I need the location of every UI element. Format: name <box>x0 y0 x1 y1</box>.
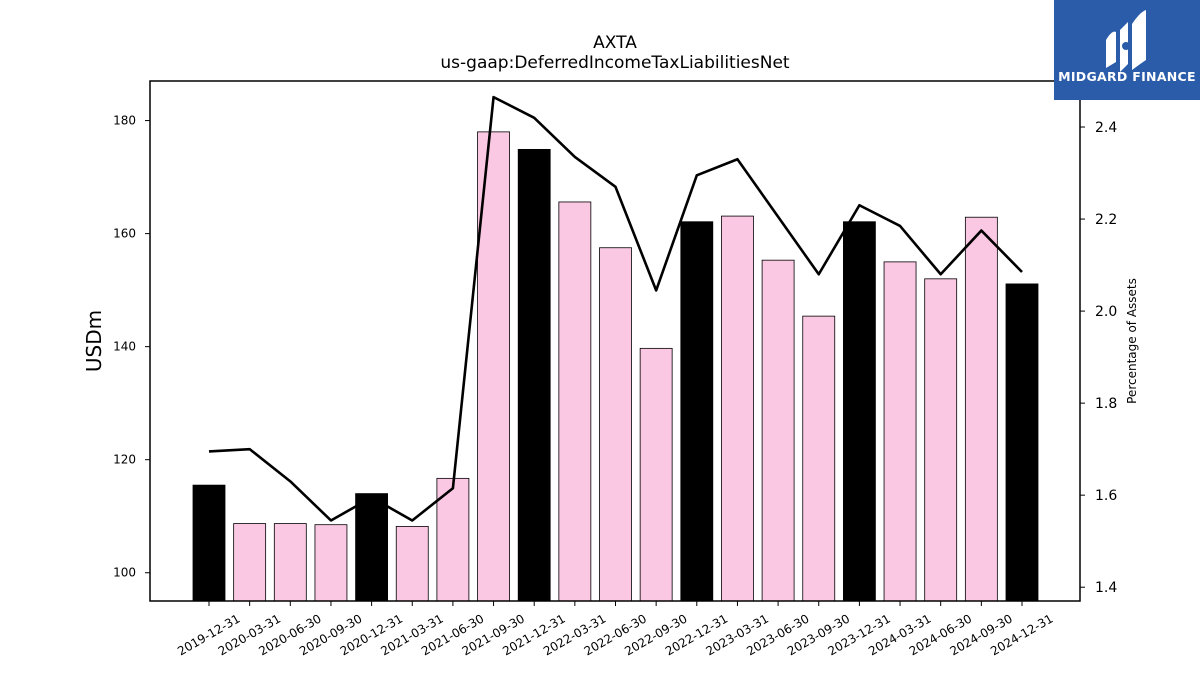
y-right-tick-label: 1.6 <box>1095 488 1117 504</box>
bar-2021-06-30 <box>436 477 470 602</box>
y-left-tick-label: 180 <box>113 114 136 128</box>
percentage-of-assets-line <box>208 95 1023 522</box>
bar-2022-03-31 <box>558 201 592 602</box>
y-right-tick-label: 2.0 <box>1095 304 1117 320</box>
y-right-tick-label: 1.4 <box>1095 580 1117 596</box>
bar-2024-12-31 <box>1005 283 1039 602</box>
x-axis: 2019-12-312020-03-312020-06-302020-09-30… <box>175 601 1056 658</box>
y-axis-left-label: USDm <box>82 310 106 372</box>
y-axis-right-label: Percentage of Assets <box>1125 278 1139 404</box>
brand-logo: MIDGARD FINANCE <box>1054 0 1200 100</box>
bar-2023-03-31 <box>721 215 754 602</box>
bar-series <box>192 131 1039 602</box>
chart-title: AXTA <box>593 33 637 53</box>
logo-text: MIDGARD FINANCE <box>1058 69 1196 84</box>
bar-2020-03-31 <box>233 523 267 602</box>
y-left-tick-label: 100 <box>113 566 136 580</box>
y-axis-right: 1.4 1.6 1.8 2.0 2.2 2.4 <box>1080 120 1117 596</box>
bar-2021-12-31 <box>517 148 551 602</box>
bar-2020-12-31 <box>355 493 389 602</box>
bar-2024-06-30 <box>924 278 958 602</box>
chart-subtitle: us-gaap:DeferredIncomeTaxLiabilitiesNet <box>440 53 790 73</box>
line-series <box>208 95 1023 522</box>
bar-2020-09-30 <box>314 524 348 602</box>
bar-2020-06-30 <box>273 523 307 602</box>
bar-2023-12-31 <box>843 221 876 602</box>
bar-2024-09-30 <box>964 216 998 602</box>
bar-2024-03-31 <box>883 261 917 602</box>
bar-2021-03-31 <box>395 525 429 602</box>
logo-mark-icon <box>1106 10 1146 72</box>
y-left-tick-label: 120 <box>113 453 136 467</box>
y-left-tick-label: 140 <box>113 340 136 354</box>
bar-2023-06-30 <box>761 259 795 602</box>
y-right-tick-label: 1.8 <box>1095 396 1117 412</box>
bar-2022-06-30 <box>599 247 632 602</box>
bar-2023-09-30 <box>802 315 836 602</box>
y-right-tick-label: 2.4 <box>1095 120 1117 136</box>
bar-2022-09-30 <box>639 347 673 602</box>
bar-2022-12-31 <box>680 221 714 602</box>
y-axis-left: 100 120 140 160 180 <box>113 114 150 580</box>
bar-2019-12-31 <box>192 484 226 602</box>
y-left-tick-label: 160 <box>113 227 136 241</box>
y-right-tick-label: 2.2 <box>1095 212 1117 228</box>
